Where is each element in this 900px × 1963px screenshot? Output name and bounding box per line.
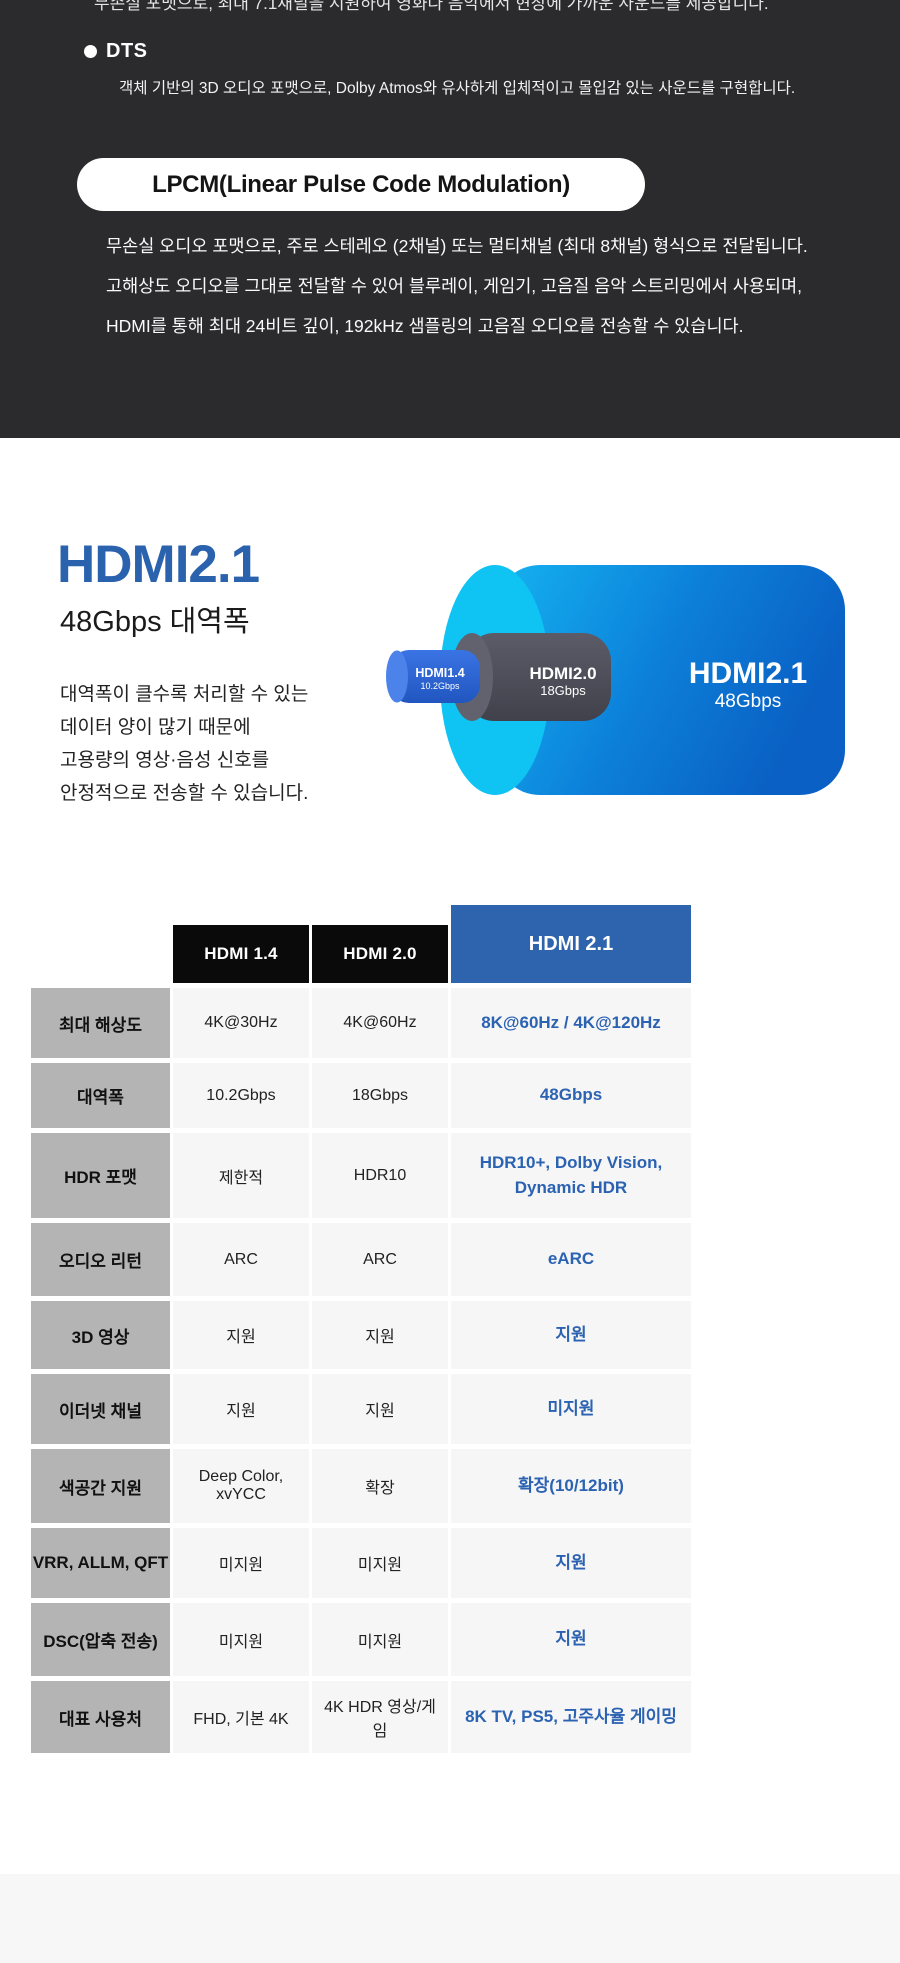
section-title: HDMI2.1	[57, 535, 260, 594]
dts-description: 객체 기반의 3D 오디오 포맷으로, Dolby Atmos와 유사하게 입체…	[119, 80, 796, 97]
table-cell: ARC	[312, 1223, 448, 1296]
table-cell: 지원	[312, 1374, 448, 1444]
table-cell: 4K@60Hz	[312, 988, 448, 1058]
row-label: 대역폭	[31, 1063, 170, 1128]
svg-text:HDMI1.4: HDMI1.4	[415, 666, 464, 680]
row-label: 최대 해상도	[31, 988, 170, 1058]
svg-text:18Gbps: 18Gbps	[540, 683, 586, 698]
table-cell: 지원	[173, 1301, 309, 1369]
svg-text:48Gbps: 48Gbps	[715, 691, 782, 712]
row-label: 오디오 리턴	[31, 1223, 170, 1296]
lpcm-title-pill: LPCM(Linear Pulse Code Modulation)	[77, 158, 645, 211]
cylinder-hdmi21: HDMI2.1 48Gbps	[440, 565, 845, 795]
bullet-icon	[84, 45, 97, 58]
table-cell: FHD, 기본 4K	[173, 1681, 309, 1753]
table-cell: 4K HDR 영상/게임	[312, 1681, 448, 1753]
table-header-row: HDMI 1.4 HDMI 2.0 HDMI 2.1	[31, 905, 691, 983]
table-cell: 미지원	[312, 1603, 448, 1676]
table-cell-highlight: 지원	[451, 1603, 691, 1676]
table-cell-highlight: 8K@60Hz / 4K@120Hz	[451, 988, 691, 1058]
table-cell: 지원	[312, 1301, 448, 1369]
table-cell-highlight: HDR10+, Dolby Vision, Dynamic HDR	[451, 1133, 691, 1218]
row-label: 대표 사용처	[31, 1681, 170, 1753]
section-subtitle: 48Gbps 대역폭	[60, 606, 250, 638]
audio-format-section: 무손실 포맷으로, 최대 7.1채널을 지원하여 영화나 음악에서 현장에 가까…	[0, 0, 900, 438]
table-cell-highlight: 확장(10/12bit)	[451, 1449, 691, 1523]
table-cell: 18Gbps	[312, 1063, 448, 1128]
lpcm-title: LPCM(Linear Pulse Code Modulation)	[152, 170, 570, 198]
table-cell: 미지원	[173, 1528, 309, 1598]
dts-title: DTS	[106, 40, 148, 62]
table-cell: 지원	[173, 1374, 309, 1444]
column-header-hdmi21: HDMI 2.1	[451, 905, 691, 983]
row-label: HDR 포맷	[31, 1133, 170, 1218]
row-label: DSC(압축 전송)	[31, 1603, 170, 1676]
svg-text:10.2Gbps: 10.2Gbps	[420, 681, 460, 691]
table-cell: 확장	[312, 1449, 448, 1523]
svg-text:HDMI2.1: HDMI2.1	[689, 657, 807, 690]
next-section-band	[0, 1874, 900, 1963]
clipped-top-text: 무손실 포맷으로, 최대 7.1채널을 지원하여 영화나 음악에서 현장에 가까…	[94, 0, 769, 13]
column-header-hdmi14: HDMI 1.4	[173, 925, 309, 983]
table-cell-highlight: 지원	[451, 1301, 691, 1369]
bandwidth-section: HDMI2.1 48Gbps 대역폭 대역폭이 클수록 처리할 수 있는 데이터…	[0, 438, 900, 905]
dts-heading: DTS	[84, 40, 148, 63]
table-cell-highlight: 지원	[451, 1528, 691, 1598]
table-cell-highlight: eARC	[451, 1223, 691, 1296]
table-body: 최대 해상도 4K@30Hz 4K@60Hz 8K@60Hz / 4K@120H…	[31, 988, 691, 1753]
row-label: 이더넷 채널	[31, 1374, 170, 1444]
table-cell: 제한적	[173, 1133, 309, 1218]
row-label: 색공간 지원	[31, 1449, 170, 1523]
lpcm-description-line: HDMI를 통해 최대 24비트 깊이, 192kHz 샘플링의 고음질 오디오…	[106, 316, 744, 336]
comparison-table: HDMI 1.4 HDMI 2.0 HDMI 2.1 최대 해상도 4K@30H…	[31, 905, 691, 1753]
table-cell: 4K@30Hz	[173, 988, 309, 1058]
row-label: 3D 영상	[31, 1301, 170, 1369]
table-cell: 미지원	[312, 1528, 448, 1598]
table-cell-highlight: 48Gbps	[451, 1063, 691, 1128]
cylinder-hdmi14: HDMI1.4 10.2Gbps	[386, 650, 480, 703]
table-cell: 10.2Gbps	[173, 1063, 309, 1128]
table-cell: Deep Color, xvYCC	[173, 1449, 309, 1523]
bandwidth-description: 대역폭이 클수록 처리할 수 있는 데이터 양이 많기 때문에 고용량의 영상·…	[60, 684, 309, 804]
row-label: VRR, ALLM, QFT	[31, 1528, 170, 1598]
bandwidth-cylinder-diagram: HDMI2.1 48Gbps HDMI2.0 18Gbps HDMI1.4 10…	[386, 565, 845, 795]
svg-text:HDMI2.0: HDMI2.0	[529, 664, 596, 683]
table-cell-highlight: 미지원	[451, 1374, 691, 1444]
table-cell: ARC	[173, 1223, 309, 1296]
lpcm-description-line: 무손실 오디오 포맷으로, 주로 스테레오 (2채널) 또는 멀티채널 (최대 …	[106, 236, 808, 256]
lpcm-description-line: 고해상도 오디오를 그대로 전달할 수 있어 블루레이, 게임기, 고음질 음악…	[106, 276, 802, 296]
table-cell: HDR10	[312, 1133, 448, 1218]
table-cell: 미지원	[173, 1603, 309, 1676]
column-header-hdmi20: HDMI 2.0	[312, 925, 448, 983]
table-cell-highlight: 8K TV, PS5, 고주사율 게이밍	[451, 1681, 691, 1753]
